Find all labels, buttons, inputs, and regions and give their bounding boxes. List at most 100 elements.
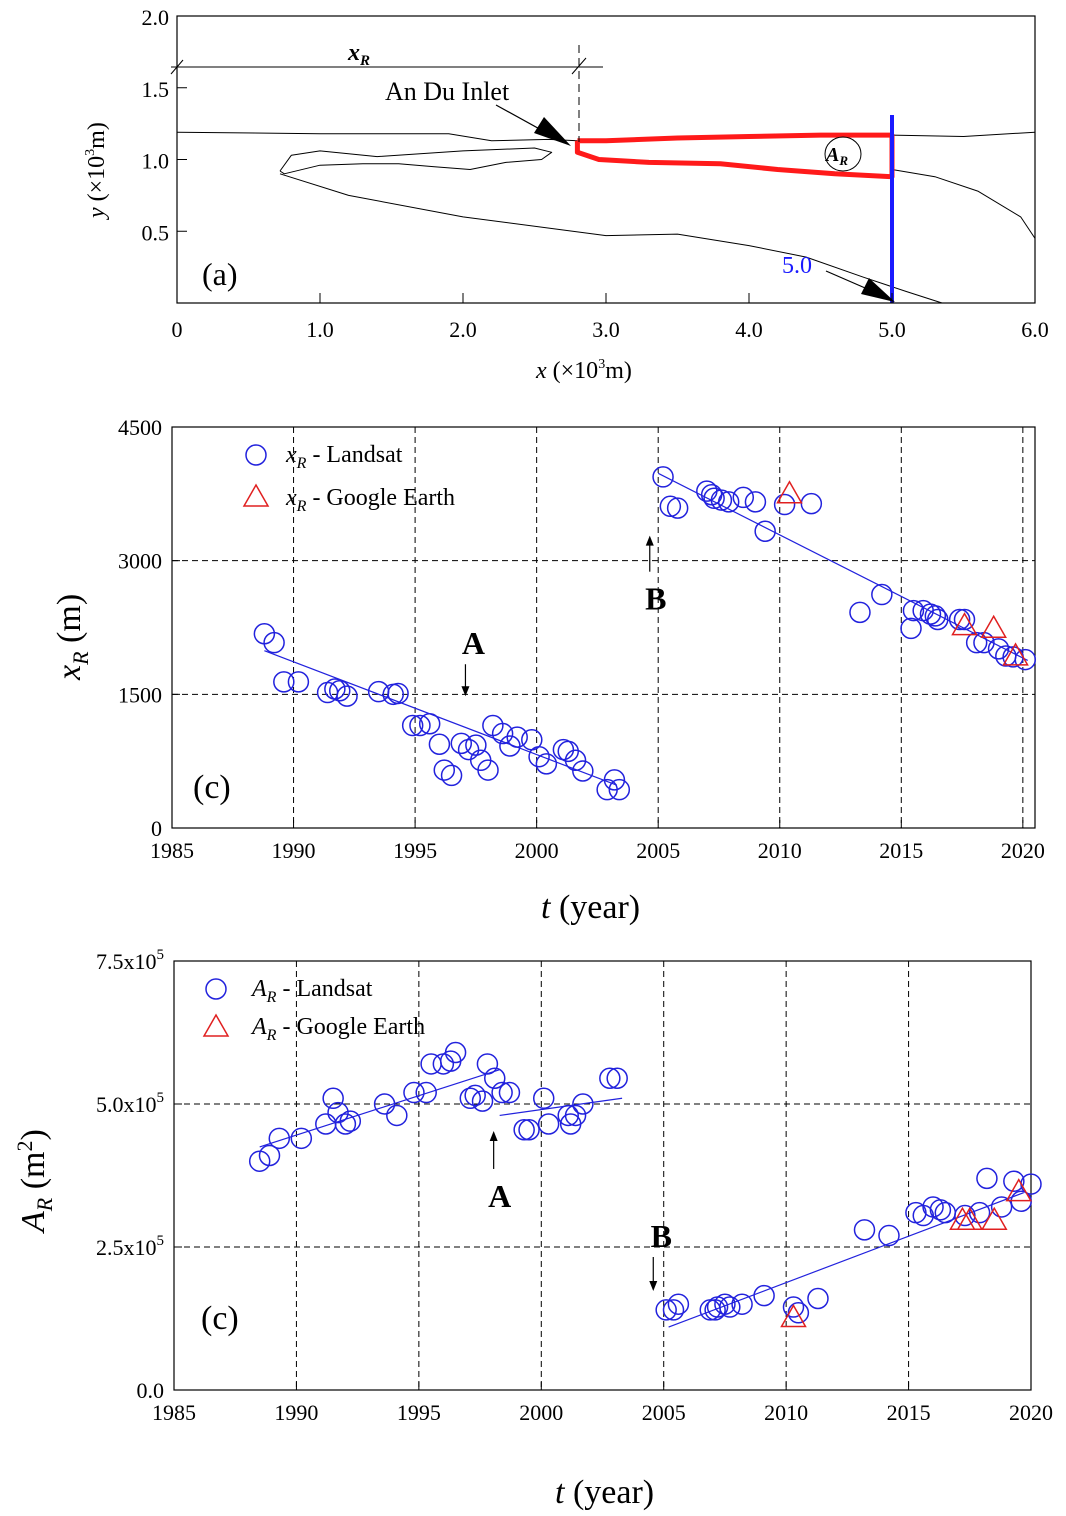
landsat-point [315, 1113, 337, 1135]
annotation-arrowhead [649, 1281, 658, 1291]
landsat-point [263, 631, 285, 654]
landsat-point [987, 638, 1010, 660]
landsat-point [948, 608, 971, 631]
landsat-point [528, 745, 550, 768]
landsat-point [564, 749, 587, 772]
google-earth-point [951, 612, 978, 636]
landsat-point [572, 1093, 594, 1115]
landsat-point [849, 601, 871, 624]
landsat-point [477, 759, 499, 781]
xtick-label: 2000 [519, 1400, 563, 1425]
landsat-point [537, 1113, 560, 1135]
landsat-point [787, 1302, 810, 1324]
landsat-point [703, 487, 725, 510]
landsat-point [606, 1067, 628, 1090]
landsat-point [409, 714, 431, 737]
landsat-point [744, 491, 767, 513]
landsat-point [655, 1299, 677, 1321]
trend-line [668, 1192, 1024, 1328]
google-earth-point [956, 1206, 984, 1231]
xtick-label: 2020 [1001, 838, 1045, 863]
landsat-point [476, 1053, 499, 1075]
landsat-point [387, 682, 409, 705]
google-earth-point [1002, 642, 1029, 666]
landsat-point [662, 1299, 685, 1321]
transect-label: 5.0 [782, 253, 812, 279]
landsat-point [273, 671, 295, 693]
landsat-point [659, 495, 682, 518]
landsat-point [328, 680, 351, 702]
panel-xr-xlabel: t (year) [541, 889, 640, 926]
landsat-point [807, 1287, 829, 1310]
landsat-point [418, 712, 441, 735]
landsat-point [268, 1127, 291, 1150]
xtick-label: 2010 [764, 1400, 808, 1425]
panel-a-map: 0 1.0 2.0 3.0 4.0 5.0 6.0 0.5 1.0 1.5 2.0 xR An Du… [83, 5, 1049, 384]
landsat-point [471, 1090, 494, 1112]
landsat-point [572, 760, 594, 782]
map-spit [574, 132, 895, 180]
landsat-point [444, 1041, 467, 1064]
google-earth-point [776, 480, 803, 504]
a-ytick-label: 1.5 [142, 77, 170, 102]
annotation-A: A [462, 625, 485, 661]
landsat-point [902, 599, 925, 622]
landsat-point [535, 753, 558, 775]
annotation-B: B [651, 1218, 672, 1254]
landsat-point [491, 1081, 513, 1104]
xtick-label: 1990 [272, 838, 316, 863]
landsat-point [464, 1084, 486, 1107]
a-xtick-label: 5.0 [878, 317, 906, 342]
landsat-point [878, 1224, 900, 1247]
landsat-point [968, 1201, 991, 1224]
a-xtick-label: 1.0 [306, 317, 334, 342]
panel-xr-tag: (c) [193, 769, 231, 806]
map-right-shore [891, 169, 1036, 239]
landsat-point [557, 1104, 579, 1127]
landsat-point [506, 726, 528, 748]
google-earth-point [980, 614, 1007, 639]
trend-line [657, 472, 1028, 662]
landsat-point [287, 671, 310, 693]
a-xtick-label: 4.0 [735, 317, 763, 342]
landsat-point [428, 733, 451, 755]
landsat-point [753, 1284, 775, 1307]
ytick-label: 7.5x105 [96, 947, 164, 974]
panel-ar-xlabel: t (year) [555, 1474, 654, 1511]
google-earth-point [780, 1303, 807, 1328]
legend-ar-google-marker [202, 1013, 230, 1037]
panel-ar-chart: 1985 1990 1995 2000 2005 2010 2015 2020 0.0 2.5x1… [12, 947, 1053, 1511]
ytick-label: 4500 [118, 415, 162, 440]
ar-circle [824, 136, 862, 172]
ar-label: AR [824, 144, 848, 168]
landsat-point [853, 1219, 876, 1241]
a-xtick-label: 3.0 [592, 317, 620, 342]
annotation-arrowhead [461, 686, 470, 697]
landsat-point [754, 520, 776, 543]
landsat-point [927, 608, 949, 631]
panel-a-xlabel: x (×103m) [535, 357, 632, 384]
panel-ar-legend: AR - Landsat AR - Google Earth [202, 976, 425, 1044]
annotation-A: A [488, 1178, 511, 1214]
landsat-point [731, 1293, 753, 1315]
a-xtick-label: 2.0 [449, 317, 477, 342]
xtick-label: 1995 [397, 1400, 441, 1425]
landsat-point [457, 738, 480, 761]
a-ytick-label: 1.0 [142, 149, 170, 174]
landsat-point [773, 493, 796, 516]
a-xtick-label: 6.0 [1021, 317, 1049, 342]
xtick-label: 1985 [152, 1400, 196, 1425]
landsat-point [990, 1196, 1013, 1218]
ytick-label: 1500 [118, 682, 162, 707]
landsat-point [498, 1081, 521, 1104]
trend-line [259, 1069, 500, 1148]
annotation-B: B [645, 581, 666, 617]
xr-left-tick [170, 59, 184, 75]
legend-ar-landsat-label: AR - Landsat [250, 976, 373, 1006]
landsat-point [433, 759, 456, 781]
inlet-arrow-shaft [495, 104, 546, 133]
google-earth-point [1005, 1178, 1033, 1202]
trend-line [499, 1097, 623, 1117]
ytick-label: 2.5x105 [96, 1233, 164, 1260]
